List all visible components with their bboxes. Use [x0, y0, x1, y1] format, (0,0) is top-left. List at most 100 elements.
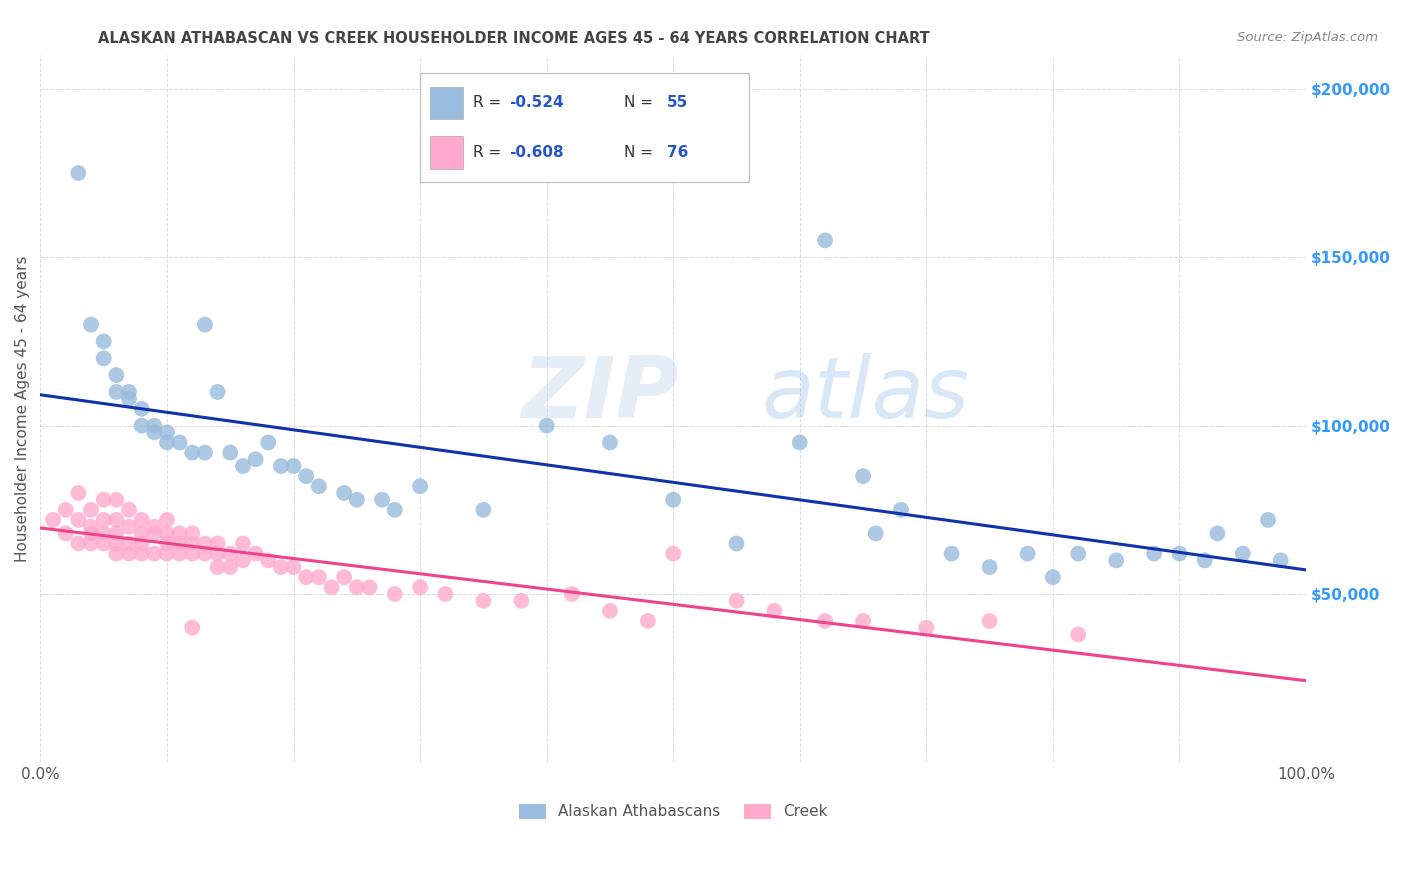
Point	[80, 519, 103, 533]
Point	[308, 479, 330, 493]
Point	[156, 526, 179, 541]
Point	[194, 445, 217, 459]
Point	[1257, 513, 1279, 527]
Point	[409, 580, 432, 594]
Point	[207, 560, 229, 574]
Point	[219, 560, 242, 574]
Point	[93, 536, 115, 550]
Point	[181, 547, 204, 561]
Point	[1194, 553, 1216, 567]
Point	[131, 526, 153, 541]
Point	[295, 469, 318, 483]
Point	[118, 392, 141, 406]
Point	[55, 526, 77, 541]
Point	[80, 536, 103, 550]
Point	[181, 526, 204, 541]
Point	[1067, 547, 1090, 561]
Point	[194, 536, 217, 550]
Point	[321, 580, 343, 594]
Point	[105, 526, 128, 541]
Point	[67, 536, 90, 550]
Point	[143, 418, 166, 433]
Point	[143, 425, 166, 440]
Point	[725, 536, 748, 550]
Point	[156, 435, 179, 450]
Point	[80, 503, 103, 517]
Point	[156, 547, 179, 561]
Point	[865, 526, 887, 541]
Point	[763, 604, 786, 618]
Point	[207, 536, 229, 550]
Point	[1168, 547, 1191, 561]
Point	[409, 479, 432, 493]
Point	[725, 594, 748, 608]
Point	[245, 452, 267, 467]
Point	[814, 233, 837, 247]
Point	[131, 401, 153, 416]
Text: ZIP: ZIP	[522, 353, 679, 436]
Point	[283, 458, 305, 473]
Point	[979, 614, 1001, 628]
Point	[131, 513, 153, 527]
Point	[207, 384, 229, 399]
Text: ALASKAN ATHABASCAN VS CREEK HOUSEHOLDER INCOME AGES 45 - 64 YEARS CORRELATION CH: ALASKAN ATHABASCAN VS CREEK HOUSEHOLDER …	[98, 31, 931, 46]
Point	[105, 547, 128, 561]
Point	[143, 547, 166, 561]
Point	[662, 547, 685, 561]
Point	[105, 492, 128, 507]
Point	[561, 587, 583, 601]
Point	[80, 318, 103, 332]
Point	[472, 503, 495, 517]
Point	[169, 547, 191, 561]
Point	[181, 621, 204, 635]
Point	[181, 536, 204, 550]
Point	[346, 580, 368, 594]
Point	[637, 614, 659, 628]
Point	[118, 536, 141, 550]
Point	[1067, 627, 1090, 641]
Point	[662, 492, 685, 507]
Point	[219, 547, 242, 561]
Point	[67, 513, 90, 527]
Point	[93, 492, 115, 507]
Point	[67, 486, 90, 500]
Point	[232, 553, 254, 567]
Point	[143, 519, 166, 533]
Point	[941, 547, 963, 561]
Point	[1143, 547, 1166, 561]
Point	[536, 418, 558, 433]
Point	[283, 560, 305, 574]
Point	[232, 458, 254, 473]
Point	[169, 435, 191, 450]
Point	[1017, 547, 1039, 561]
Point	[93, 334, 115, 349]
Point	[979, 560, 1001, 574]
Point	[118, 547, 141, 561]
Point	[67, 166, 90, 180]
Point	[510, 594, 533, 608]
Point	[156, 425, 179, 440]
Point	[131, 418, 153, 433]
Point	[1270, 553, 1292, 567]
Point	[118, 384, 141, 399]
Point	[1042, 570, 1064, 584]
Point	[890, 503, 912, 517]
Point	[1105, 553, 1128, 567]
Point	[257, 553, 280, 567]
Point	[472, 594, 495, 608]
Point	[131, 536, 153, 550]
Point	[599, 604, 621, 618]
Point	[1232, 547, 1254, 561]
Point	[295, 570, 318, 584]
Point	[118, 503, 141, 517]
Point	[852, 469, 875, 483]
Point	[156, 536, 179, 550]
Point	[93, 351, 115, 366]
Point	[219, 445, 242, 459]
Point	[346, 492, 368, 507]
Point	[270, 458, 292, 473]
Point	[257, 435, 280, 450]
Point	[359, 580, 381, 594]
Point	[245, 547, 267, 561]
Point	[789, 435, 811, 450]
